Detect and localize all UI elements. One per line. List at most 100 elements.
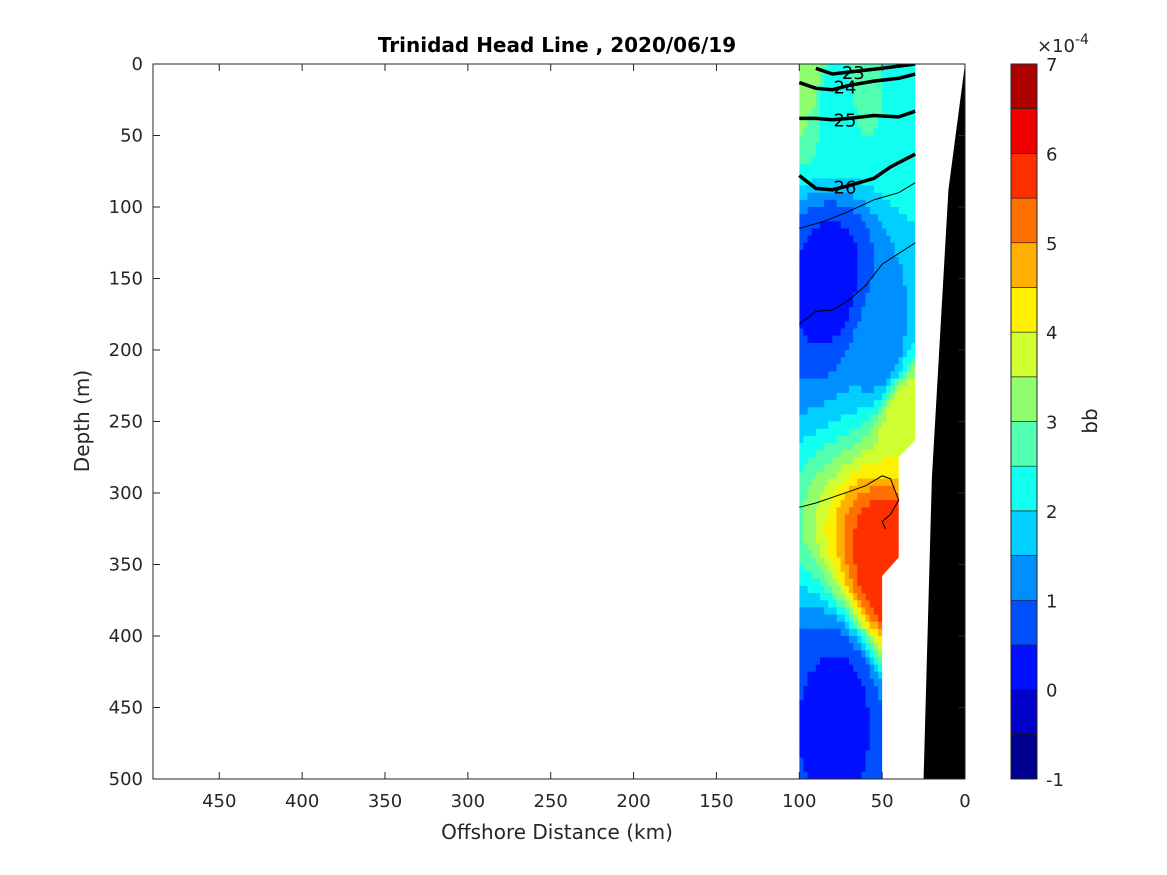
field-cell	[853, 757, 858, 766]
field-cell	[894, 521, 900, 530]
field-cell	[824, 321, 829, 330]
field-cell	[799, 257, 805, 265]
field-cell	[820, 435, 825, 444]
field-cell	[840, 328, 846, 337]
field-cell	[849, 235, 854, 244]
field-cell	[865, 636, 871, 644]
field-cell	[853, 78, 858, 87]
field-cell	[811, 135, 817, 144]
field-cell	[869, 550, 875, 558]
field-cell	[807, 228, 813, 237]
field-cell	[828, 285, 834, 294]
field-cell	[824, 385, 829, 394]
field-cell	[861, 142, 867, 151]
field-cell	[911, 421, 916, 430]
field-cell	[807, 156, 813, 165]
field-cell	[894, 350, 900, 358]
field-cell	[886, 121, 892, 129]
field-cell	[811, 457, 817, 465]
field-cell	[861, 650, 867, 659]
field-cell	[886, 314, 892, 322]
field-cell	[853, 185, 858, 194]
colorbar-swatch	[1010, 644, 1038, 690]
field-cell	[840, 156, 846, 165]
field-cell	[807, 750, 813, 759]
field-cell	[820, 135, 825, 144]
field-cell	[849, 249, 854, 258]
field-cell	[832, 471, 838, 480]
field-cell	[849, 192, 854, 201]
field-cell	[890, 350, 896, 358]
field-cell	[878, 292, 883, 301]
field-cell	[890, 493, 896, 501]
field-cell	[878, 450, 883, 458]
field-cell	[811, 149, 817, 158]
field-cell	[824, 493, 829, 501]
field-cell	[849, 171, 854, 179]
field-cell	[873, 92, 879, 101]
field-cell	[857, 528, 863, 537]
field-cell	[890, 371, 896, 380]
field-cell	[815, 528, 821, 537]
field-cell	[898, 314, 904, 322]
field-cell	[886, 371, 892, 380]
field-cell	[853, 378, 858, 387]
field-cell	[882, 207, 887, 215]
field-cell	[844, 500, 850, 508]
field-cell	[857, 650, 863, 659]
field-cell	[799, 550, 805, 558]
field-cell	[803, 221, 809, 230]
isopycnal-contour	[799, 475, 900, 529]
field-cell	[902, 321, 908, 330]
field-cell	[799, 693, 805, 701]
field-cell	[869, 350, 875, 358]
field-cell	[911, 392, 916, 401]
field-cell	[799, 92, 805, 101]
field-cell	[844, 135, 850, 144]
field-cell	[811, 621, 817, 630]
field-cell	[902, 128, 908, 137]
field-cell	[807, 771, 813, 779]
field-cell	[832, 721, 838, 730]
field-cell	[857, 128, 863, 137]
field-cell	[911, 199, 916, 208]
field-cell	[828, 471, 834, 480]
field-cell	[878, 342, 883, 351]
field-cell	[840, 135, 846, 144]
field-cell	[836, 593, 842, 601]
field-cell	[815, 207, 821, 215]
field-cell	[861, 321, 867, 330]
field-cell	[828, 700, 834, 709]
field-cell	[857, 164, 863, 172]
field-cell	[828, 442, 834, 451]
field-cell	[824, 171, 829, 179]
field-cell	[869, 214, 875, 222]
field-cell	[803, 185, 809, 194]
field-cell	[815, 178, 821, 187]
field-cell	[849, 185, 854, 194]
chart-title: Trinidad Head Line , 2020/06/19	[378, 33, 736, 57]
field-cell	[878, 414, 883, 423]
field-cell	[878, 428, 883, 437]
field-cell	[890, 207, 896, 215]
field-cell	[807, 285, 813, 294]
colorbar-label: bb	[1078, 408, 1102, 433]
field-cell	[820, 264, 825, 272]
field-cell	[902, 371, 908, 380]
field-cell	[857, 521, 863, 530]
y-tick-label: 50	[120, 126, 143, 147]
field-cell	[844, 543, 850, 551]
field-cell	[811, 335, 817, 344]
field-cell	[807, 378, 813, 387]
field-cell	[894, 171, 900, 179]
field-cell	[878, 328, 883, 337]
field-cell	[832, 457, 838, 465]
field-cell	[911, 142, 916, 151]
field-cell	[815, 771, 821, 779]
field-cell	[865, 92, 871, 101]
field-cell	[898, 164, 904, 172]
field-cell	[853, 600, 858, 608]
field-cell	[861, 350, 867, 358]
field-cell	[898, 257, 904, 265]
field-cell	[803, 686, 809, 694]
